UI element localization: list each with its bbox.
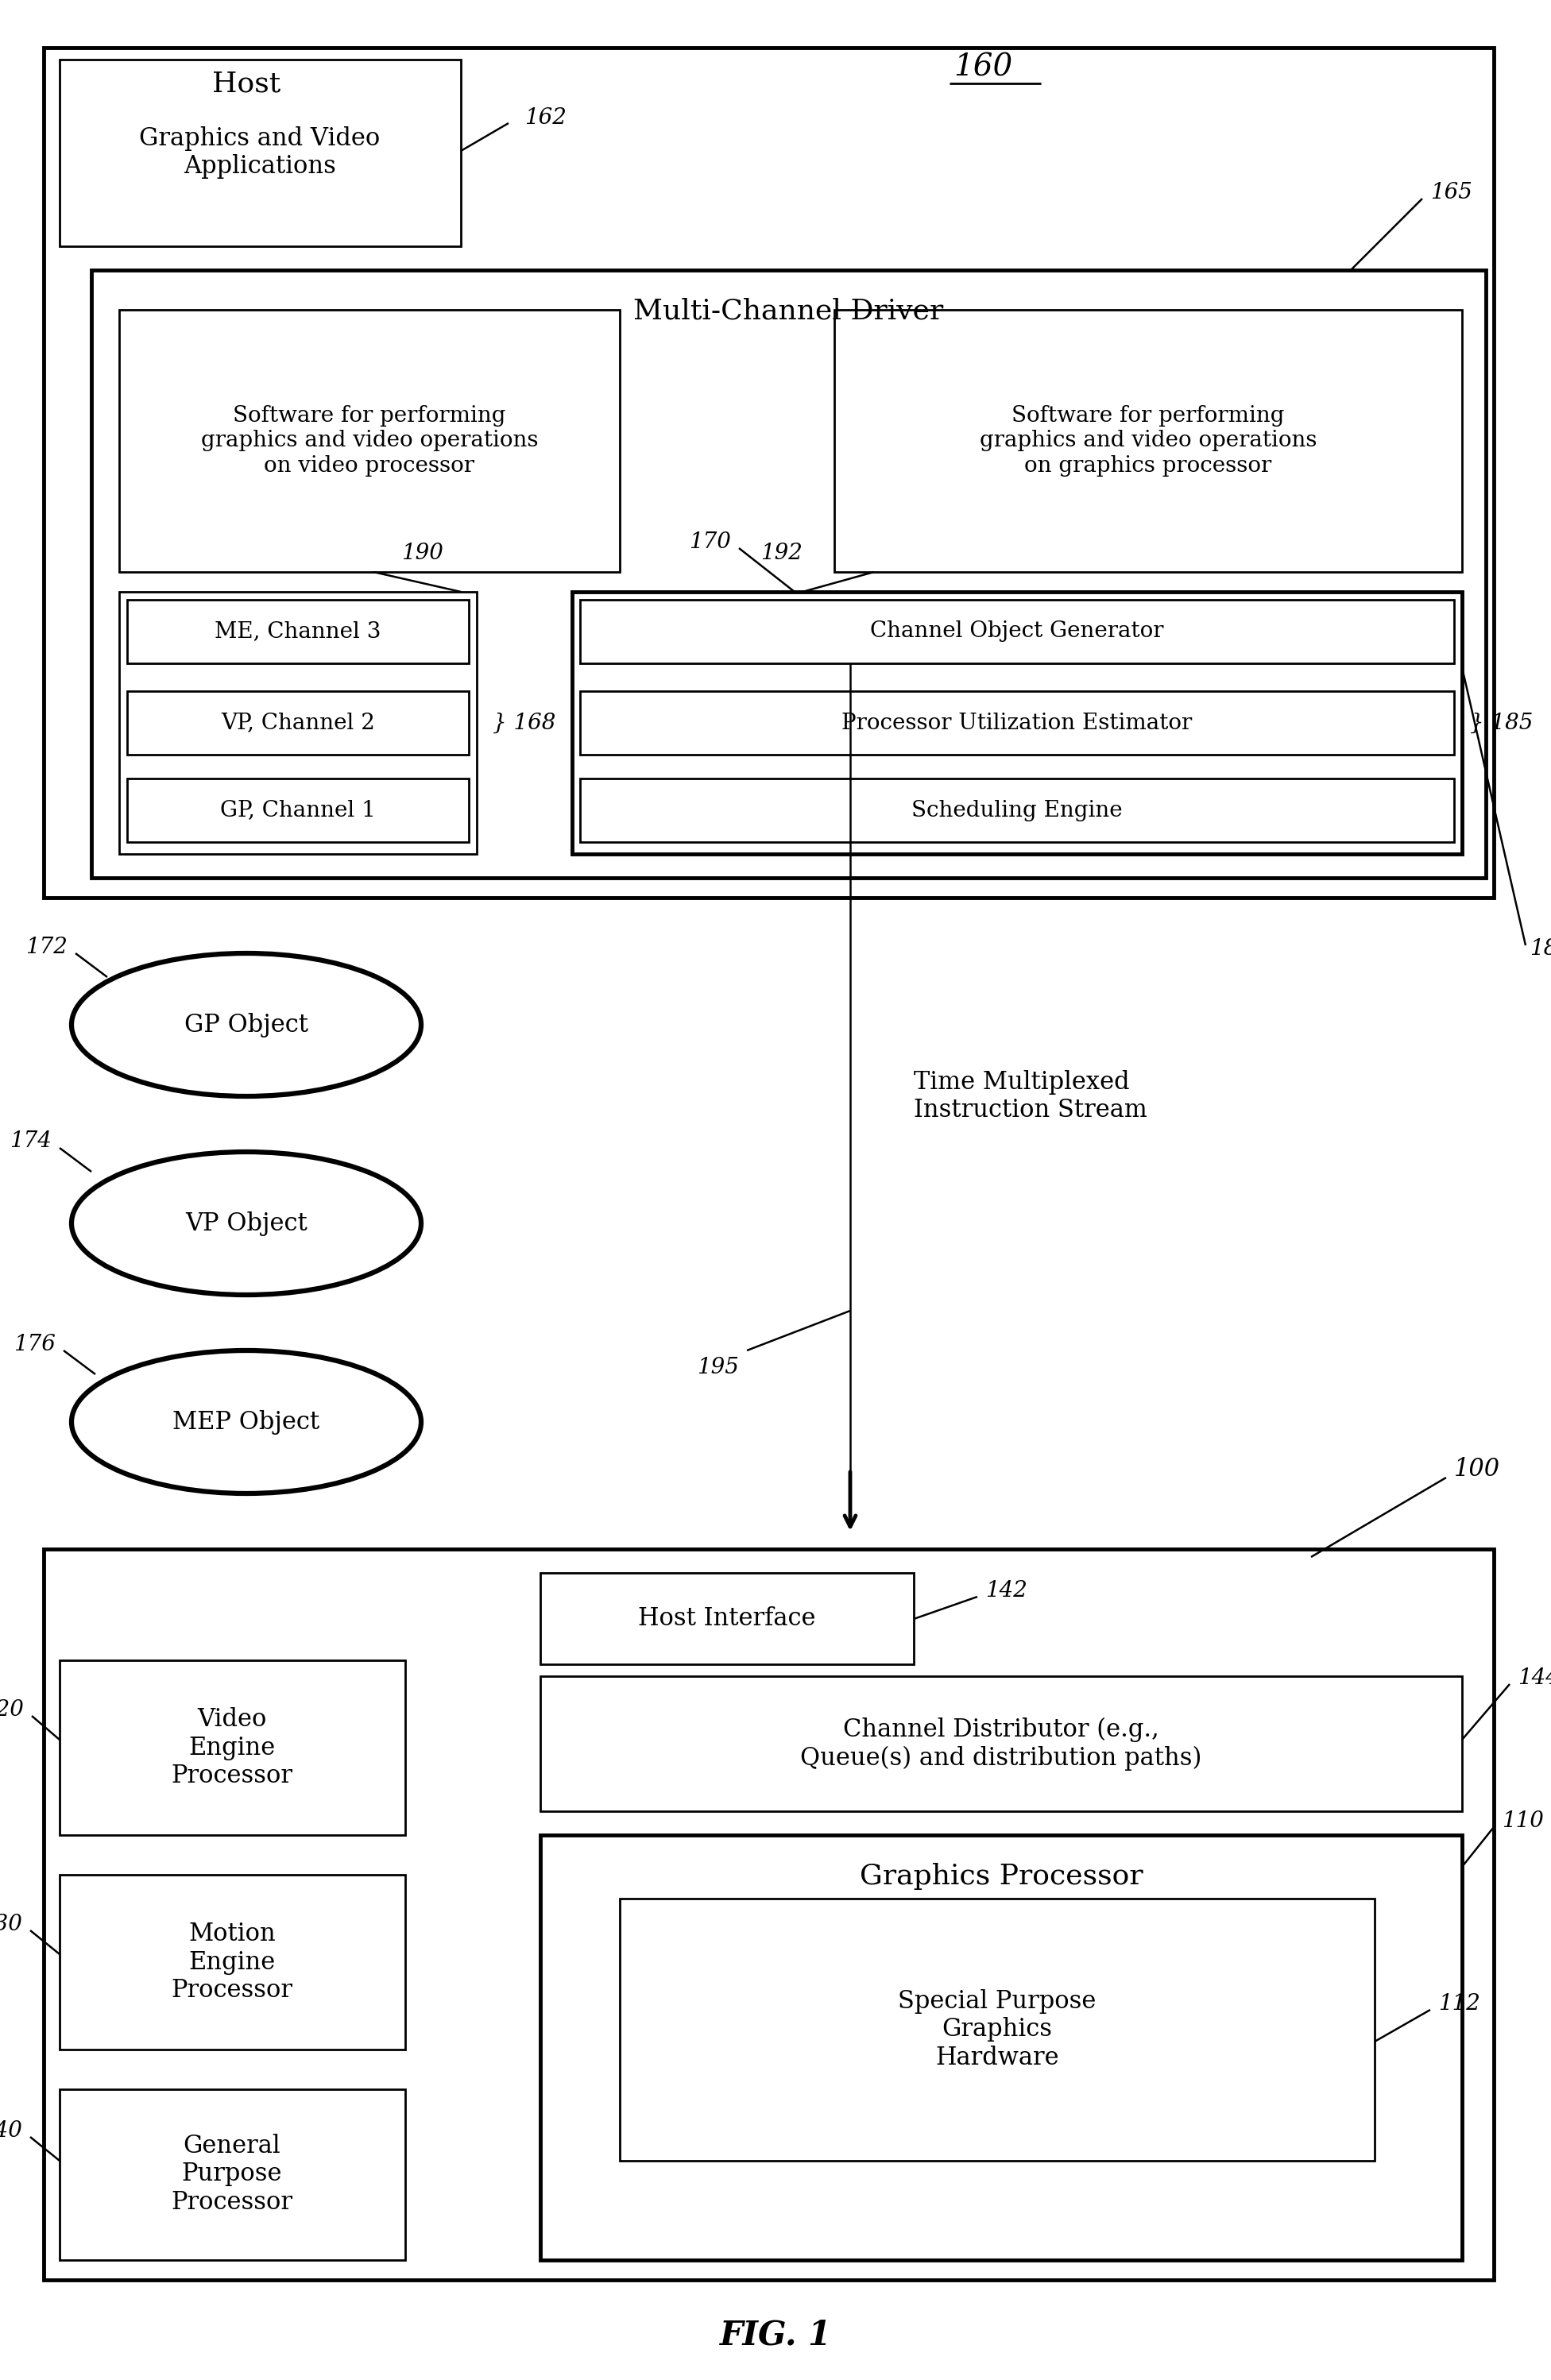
Text: } 185: } 185: [1470, 712, 1532, 733]
Text: } 168: } 168: [493, 712, 555, 733]
Ellipse shape: [71, 1152, 422, 1295]
Text: 195: 195: [696, 1357, 738, 1378]
Text: Software for performing
graphics and video operations
on video processor: Software for performing graphics and vid…: [200, 405, 538, 476]
Bar: [43, 48, 1494, 897]
Bar: [59, 1875, 405, 2049]
Text: Multi-Channel Driver: Multi-Channel Driver: [633, 298, 943, 326]
Bar: [92, 269, 1486, 878]
Text: Time Multiplexed
Instruction Stream: Time Multiplexed Instruction Stream: [914, 1069, 1148, 1123]
Text: 172: 172: [25, 935, 68, 957]
Text: 176: 176: [14, 1333, 56, 1354]
Text: FIG. 1: FIG. 1: [720, 2318, 831, 2351]
Bar: [834, 309, 1463, 571]
Text: GP, Channel 1: GP, Channel 1: [220, 800, 375, 821]
Bar: [620, 1899, 1374, 2161]
Bar: [43, 1549, 1494, 2280]
Bar: [540, 1835, 1463, 2261]
Text: VP Object: VP Object: [185, 1211, 307, 1235]
Bar: [127, 778, 468, 843]
Text: Software for performing
graphics and video operations
on graphics processor: Software for performing graphics and vid…: [980, 405, 1317, 476]
Text: 160: 160: [954, 52, 1013, 83]
Bar: [540, 1573, 914, 1664]
Bar: [580, 778, 1455, 843]
Text: 170: 170: [689, 531, 731, 552]
Bar: [59, 60, 461, 245]
Text: 130: 130: [0, 1914, 22, 1935]
Bar: [127, 600, 468, 664]
Text: 100: 100: [1455, 1457, 1500, 1483]
Text: MEP Object: MEP Object: [172, 1409, 320, 1435]
Text: Channel Object Generator: Channel Object Generator: [870, 621, 1163, 643]
Text: Host Interface: Host Interface: [639, 1606, 816, 1630]
Text: 112: 112: [1438, 1994, 1480, 2016]
Text: Special Purpose
Graphics
Hardware: Special Purpose Graphics Hardware: [898, 1990, 1097, 2071]
Bar: [127, 690, 468, 754]
Text: Motion
Engine
Processor: Motion Engine Processor: [171, 1921, 293, 2004]
Ellipse shape: [71, 954, 422, 1097]
Bar: [59, 1661, 405, 1835]
Text: 165: 165: [1430, 181, 1472, 202]
Text: 110: 110: [1501, 1811, 1543, 1833]
Text: Graphics Processor: Graphics Processor: [859, 1864, 1143, 1890]
Text: 144: 144: [1517, 1666, 1551, 1687]
Bar: [572, 593, 1463, 854]
Text: 120: 120: [0, 1699, 23, 1721]
Text: 174: 174: [9, 1130, 51, 1152]
Text: 140: 140: [0, 2121, 22, 2142]
Ellipse shape: [71, 1349, 422, 1495]
Bar: [119, 593, 476, 854]
Text: 192: 192: [760, 543, 802, 564]
Text: 162: 162: [524, 107, 566, 129]
Text: VP, Channel 2: VP, Channel 2: [220, 712, 375, 733]
Bar: [580, 600, 1455, 664]
Text: GP Object: GP Object: [185, 1011, 309, 1038]
Text: 142: 142: [985, 1580, 1027, 1602]
Text: Host: Host: [212, 69, 281, 98]
Text: 190: 190: [402, 543, 444, 564]
Text: General
Purpose
Processor: General Purpose Processor: [171, 2132, 293, 2216]
Bar: [119, 309, 620, 571]
Text: Channel Distributor (e.g.,
Queue(s) and distribution paths): Channel Distributor (e.g., Queue(s) and …: [800, 1716, 1202, 1771]
Text: Graphics and Video
Applications: Graphics and Video Applications: [140, 126, 380, 178]
Text: Processor Utilization Estimator: Processor Utilization Estimator: [842, 712, 1193, 733]
Text: Scheduling Engine: Scheduling Engine: [912, 800, 1123, 821]
Bar: [580, 690, 1455, 754]
Bar: [59, 2090, 405, 2261]
Text: ME, Channel 3: ME, Channel 3: [214, 621, 382, 643]
Bar: [540, 1676, 1463, 1811]
Text: Video
Engine
Processor: Video Engine Processor: [171, 1706, 293, 1787]
Text: 180: 180: [1529, 938, 1551, 959]
